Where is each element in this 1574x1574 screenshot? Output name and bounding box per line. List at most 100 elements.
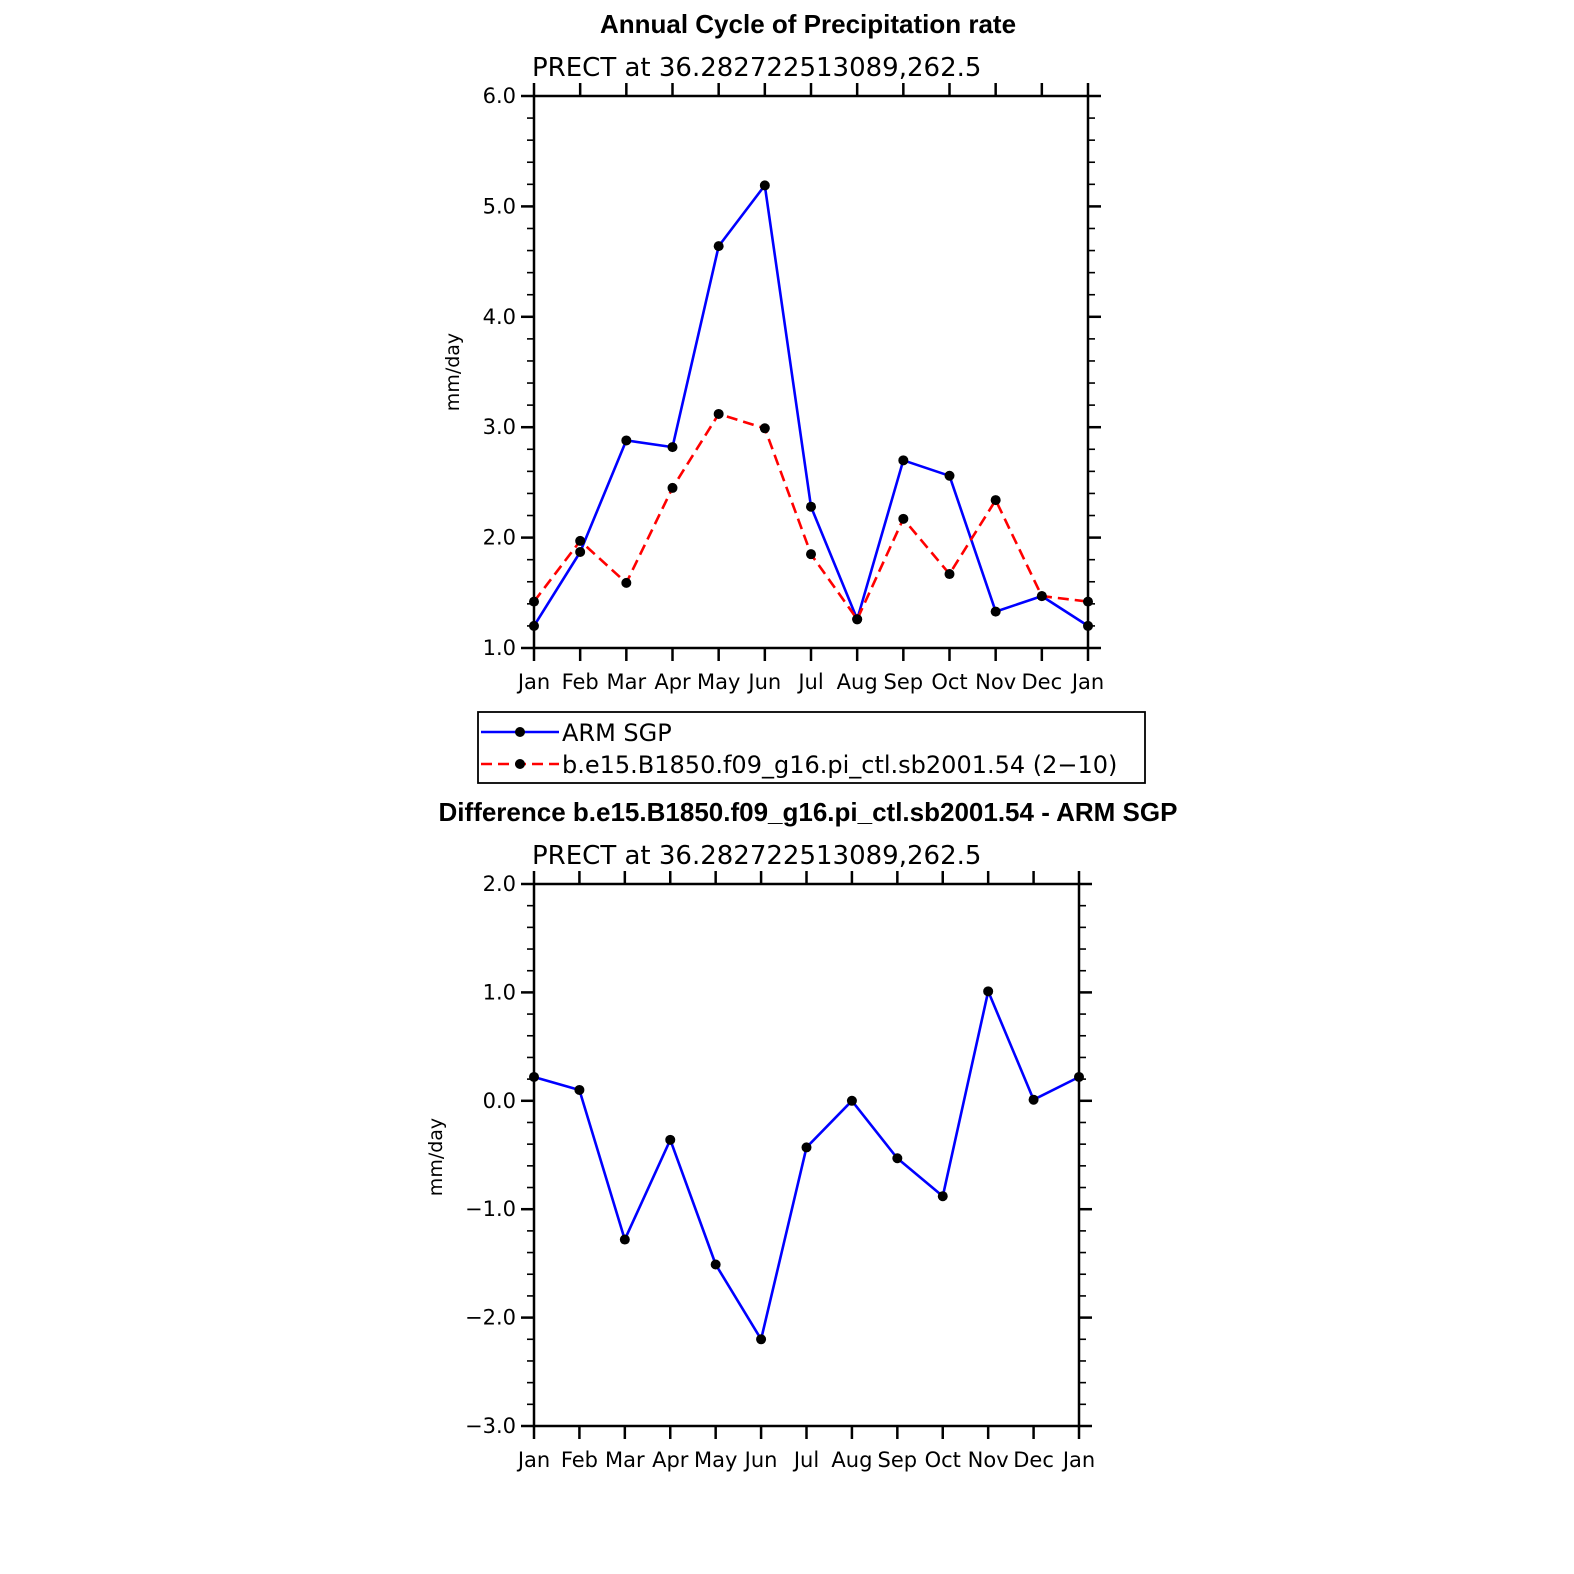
bottom-y-tick-label: 2.0 xyxy=(483,872,516,896)
top-series-1-point xyxy=(944,569,955,580)
top-series-0-point xyxy=(990,606,1001,617)
top-y-tick-label: 5.0 xyxy=(483,194,516,218)
top-series-0-point xyxy=(806,501,816,512)
bottom-x-tick-label: Dec xyxy=(1013,1448,1054,1472)
bottom-panel: Difference b.e15.B1850.f09_g16.pi_ctl.sb… xyxy=(425,797,1177,1472)
legend-marker-model xyxy=(515,759,525,769)
bottom-series-0-point xyxy=(892,1153,903,1164)
bottom-series-0-point xyxy=(1074,1071,1084,1082)
top-series-1-point xyxy=(1036,591,1047,602)
top-series-1-point xyxy=(990,495,1001,506)
top-panel: Annual Cycle of Precipitation rate PRECT… xyxy=(442,9,1104,694)
top-series-1-point xyxy=(667,482,678,493)
top-x-tick-label: Apr xyxy=(654,670,691,694)
bottom-chart-subtitle: PRECT at 36.282722513089,262.5 xyxy=(532,841,981,871)
top-series-1-point xyxy=(713,408,724,419)
top-series-1-point xyxy=(621,577,632,588)
top-series-1-point xyxy=(1083,596,1093,607)
bottom-plot-frame xyxy=(532,882,1081,1428)
top-x-tick-label: Feb xyxy=(562,670,599,694)
legend-box xyxy=(477,711,1146,784)
bottom-y-tick-label: 0.0 xyxy=(483,1089,516,1113)
top-x-tick-label: Sep xyxy=(884,670,924,694)
bottom-series-line-0 xyxy=(533,989,1080,1341)
top-series-1-point xyxy=(529,596,539,607)
bottom-series-0-point xyxy=(529,1071,539,1082)
bottom-y-tick-label: −3.0 xyxy=(465,1414,516,1438)
bottom-series-0-point xyxy=(710,1259,721,1270)
top-series-1-point xyxy=(898,513,909,524)
bottom-x-tick-label: Sep xyxy=(878,1448,918,1472)
legend-label-model: b.e15.B1850.f09_g16.pi_ctl.sb2001.54 (2−… xyxy=(562,751,1117,779)
top-x-tick-label: Jan xyxy=(1070,670,1104,694)
top-y-tick-label: 6.0 xyxy=(483,84,516,108)
top-series-1-point xyxy=(575,535,586,546)
top-series-1-point xyxy=(759,423,770,434)
bottom-x-tick-labels: Jan Feb Mar Apr May Jun Jul Aug Sep Oct … xyxy=(516,1448,1095,1472)
bottom-axis-ticks xyxy=(521,871,1092,1439)
top-series-0-point xyxy=(759,180,770,191)
legend-marker-arm-sgp xyxy=(515,727,525,737)
bottom-x-tick-label: Aug xyxy=(831,1448,872,1472)
top-x-tick-labels: Jan Feb Mar Apr May Jun Jul Aug Sep Oct … xyxy=(516,670,1104,694)
top-series-0-point xyxy=(944,470,955,481)
top-x-tick-label: Jan xyxy=(516,670,550,694)
top-x-tick-label: Jun xyxy=(746,670,781,694)
bottom-series-0-point xyxy=(665,1134,676,1145)
bottom-x-tick-label: Feb xyxy=(561,1448,598,1472)
top-series-0-point xyxy=(575,546,586,557)
bottom-x-tick-label: Jul xyxy=(792,1448,819,1472)
bottom-x-tick-label: Jun xyxy=(743,1448,778,1472)
bottom-series-0-point xyxy=(801,1142,812,1153)
bottom-chart-title: Difference b.e15.B1850.f09_g16.pi_ctl.sb… xyxy=(439,797,1178,827)
top-series-0-point xyxy=(1083,620,1093,631)
top-series-0-point xyxy=(898,455,909,466)
bottom-series-0-point xyxy=(937,1191,948,1202)
top-series-line-0 xyxy=(532,184,1089,627)
bottom-y-tick-label: 1.0 xyxy=(483,980,516,1004)
top-series-layer xyxy=(529,180,1093,631)
bottom-x-tick-label: Jan xyxy=(516,1448,550,1472)
top-series-0-point xyxy=(667,442,678,453)
top-series-1-point xyxy=(806,549,816,560)
top-x-tick-label: Oct xyxy=(931,670,967,694)
bottom-series-0-point xyxy=(756,1334,767,1345)
bottom-y-tick-labels: −3.0 −2.0 −1.0 0.0 1.0 2.0 xyxy=(465,872,516,1438)
legend-label-arm-sgp: ARM SGP xyxy=(562,719,672,747)
bottom-series-layer xyxy=(529,986,1084,1345)
bottom-x-tick-label: Apr xyxy=(652,1448,689,1472)
top-x-tick-label: Aug xyxy=(837,670,878,694)
bottom-series-0-point xyxy=(846,1095,857,1106)
bottom-y-tick-label: −2.0 xyxy=(465,1306,516,1330)
bottom-series-0-point xyxy=(619,1234,630,1245)
top-y-tick-label: 4.0 xyxy=(483,305,516,329)
bottom-series-0-point xyxy=(1028,1094,1039,1105)
top-x-tick-label: Dec xyxy=(1022,670,1063,694)
top-y-axis-label: mm/day xyxy=(442,333,464,411)
bottom-series-0-point xyxy=(574,1084,585,1095)
top-chart-subtitle: PRECT at 36.282722513089,262.5 xyxy=(532,53,981,83)
top-plot-frame xyxy=(532,94,1090,650)
top-y-tick-label: 1.0 xyxy=(483,636,516,660)
top-x-tick-label: Nov xyxy=(975,670,1016,694)
bottom-series-0-point xyxy=(983,986,994,997)
top-x-tick-label: May xyxy=(697,670,740,694)
top-y-tick-label: 3.0 xyxy=(483,415,516,439)
top-series-0-point xyxy=(713,241,724,252)
legend: ARM SGP b.e15.B1850.f09_g16.pi_ctl.sb200… xyxy=(477,711,1146,784)
top-x-tick-label: Jul xyxy=(796,670,823,694)
bottom-x-tick-label: Mar xyxy=(605,1448,645,1472)
bottom-x-tick-label: May xyxy=(694,1448,737,1472)
top-series-line-1 xyxy=(532,412,1089,621)
bottom-x-tick-label: Oct xyxy=(925,1448,961,1472)
bottom-x-tick-label: Nov xyxy=(968,1448,1009,1472)
top-x-tick-label: Mar xyxy=(607,670,647,694)
top-y-tick-label: 2.0 xyxy=(483,526,516,550)
top-chart-title: Annual Cycle of Precipitation rate xyxy=(600,9,1016,39)
top-series-1-point xyxy=(852,614,863,625)
bottom-y-tick-label: −1.0 xyxy=(465,1197,516,1221)
top-series-0-point xyxy=(529,620,539,631)
top-y-tick-labels: 1.0 2.0 3.0 4.0 5.0 6.0 xyxy=(483,84,516,660)
top-series-0-point xyxy=(621,435,632,446)
